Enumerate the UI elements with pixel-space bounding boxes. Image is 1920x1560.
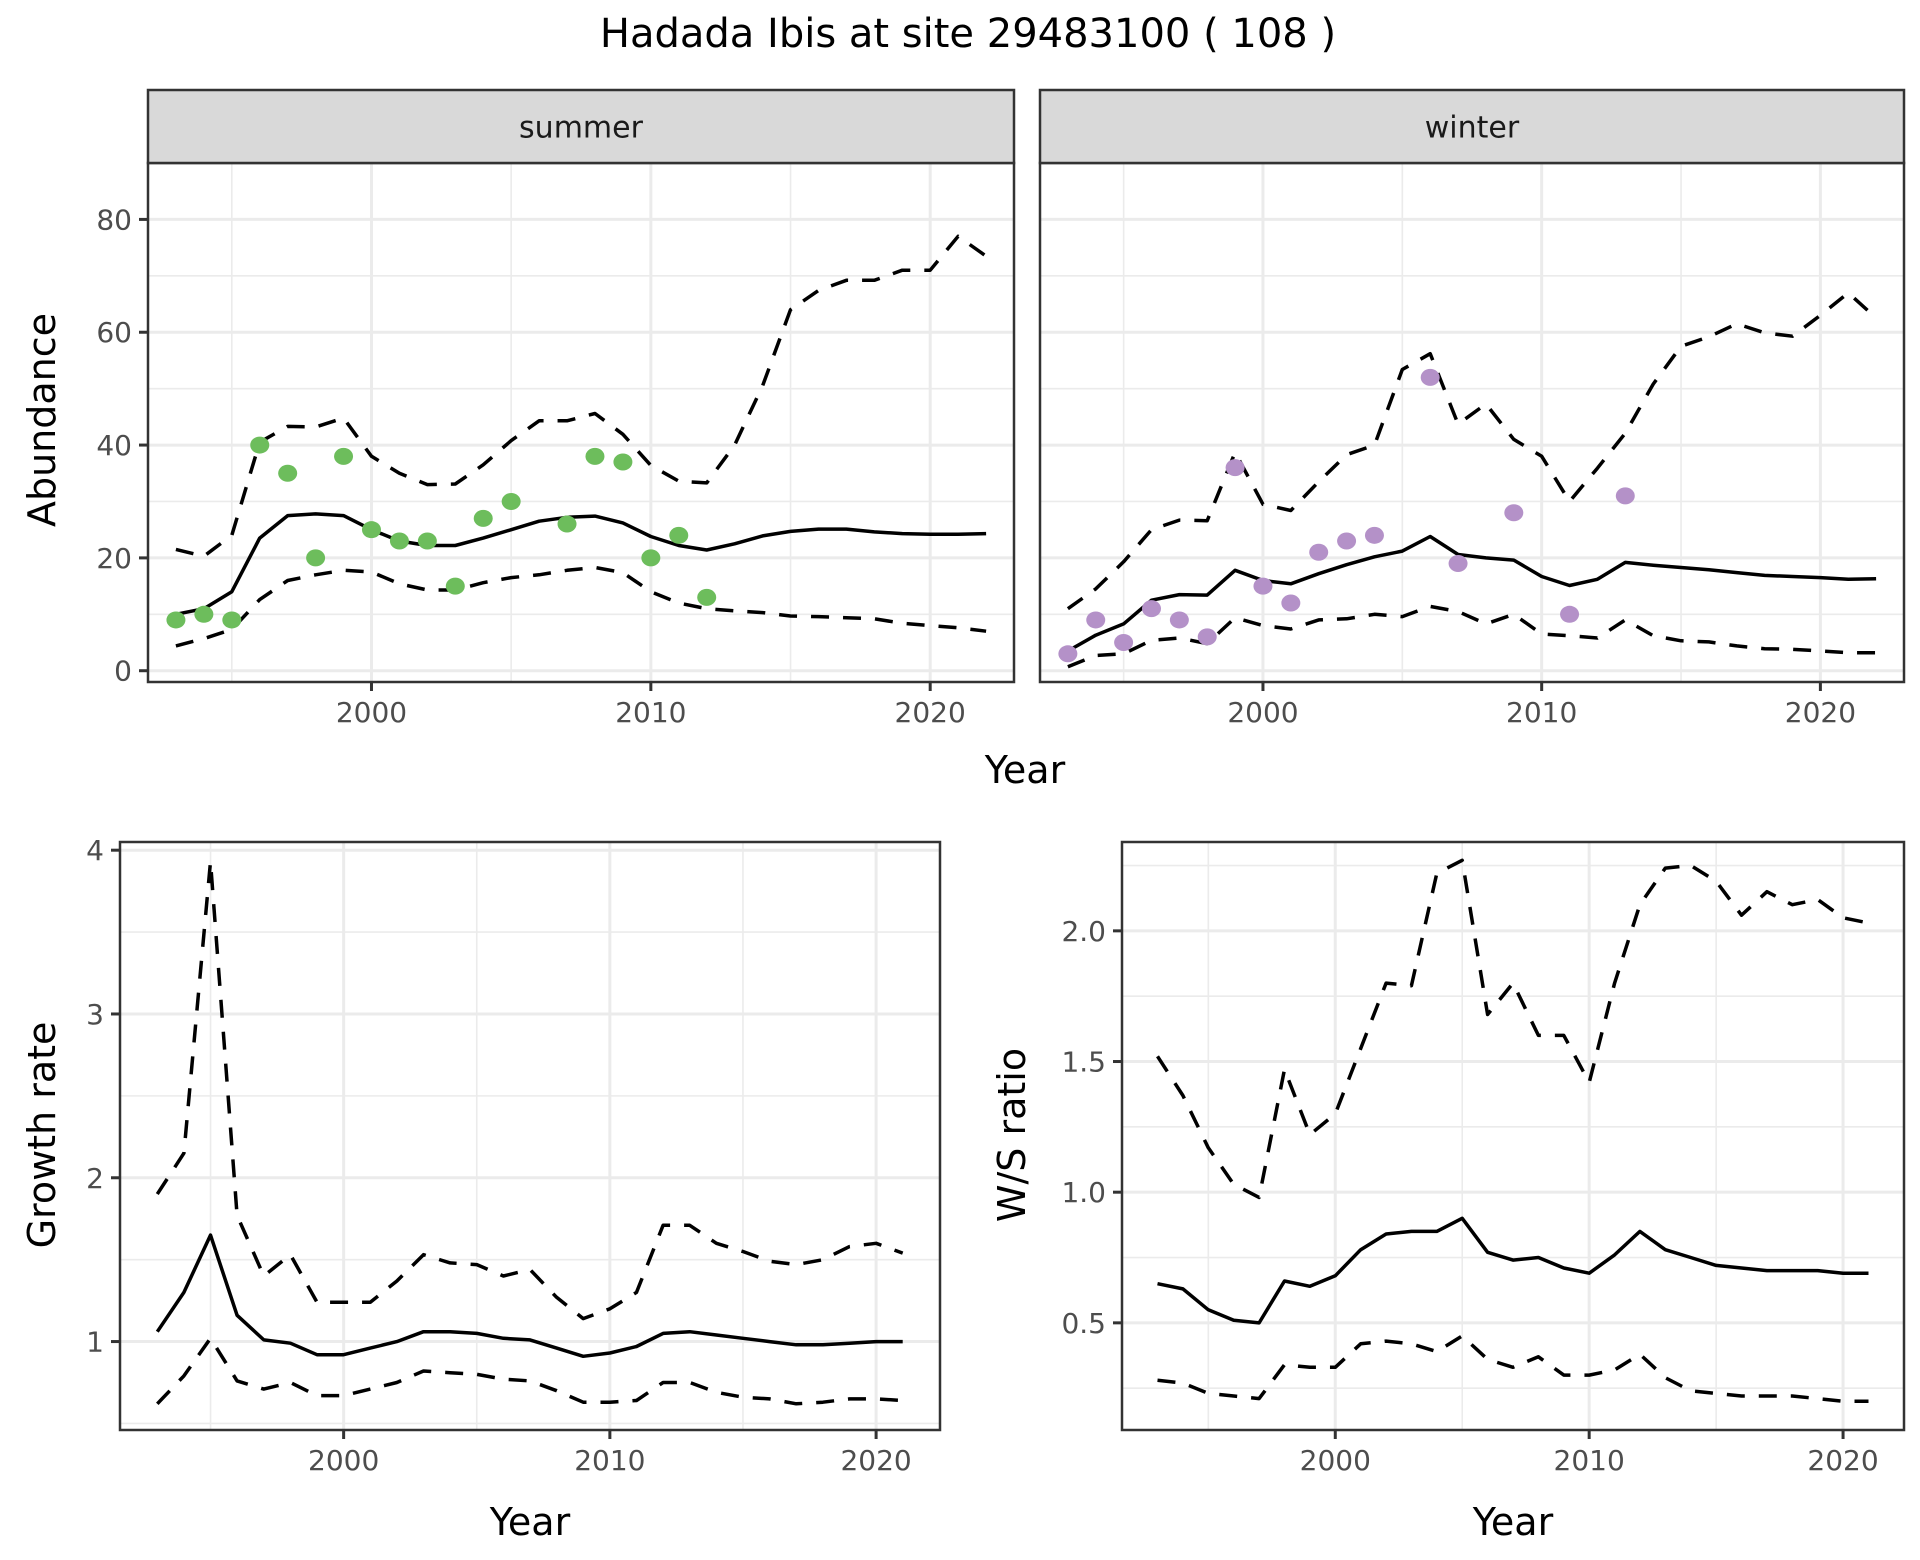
series-line-mean: [1157, 1216, 1869, 1325]
plot-background: [1122, 842, 1904, 1430]
observed-point: [1615, 487, 1635, 505]
observed-point: [501, 492, 521, 510]
observed-point: [389, 532, 409, 550]
panel-ws_ratio: 2000 2010 2020 0.5 1.0 1.5 2.0: [1061, 840, 1906, 1477]
growth-y-axis-title: Growth rate: [20, 1022, 64, 1249]
y-tick-label: 80: [96, 203, 132, 236]
facet-strip: [146, 88, 1016, 165]
x-tick-label: 2020: [895, 696, 966, 729]
series-line-mean: [1067, 534, 1877, 653]
observed-point: [1197, 628, 1217, 646]
observed-point: [166, 611, 186, 629]
facet-label: summer: [519, 111, 644, 146]
observed-point: [194, 605, 214, 623]
x-tick-label: 2010: [1554, 1444, 1625, 1477]
series-line-upper: [1066, 291, 1878, 611]
observed-point: [250, 436, 270, 454]
y-tick-label: 2: [86, 1162, 104, 1195]
y-tick-label: 2.0: [1061, 915, 1106, 948]
panel-growth: 2000 2010 2020 1 2 3 4: [86, 834, 942, 1477]
top-y-axis-title: Abundance: [20, 313, 64, 527]
observed-point: [473, 509, 493, 527]
observed-point: [1253, 577, 1273, 595]
x-tick-label: 2000: [1227, 696, 1298, 729]
panels: summer 2000 2010 2020 0 20 40 60 80 winter 2000 201…: [86, 88, 1906, 1477]
observed-point: [1504, 504, 1524, 522]
observed-point: [306, 549, 326, 567]
y-tick-label: 40: [96, 429, 132, 462]
series-line-mean: [175, 512, 987, 617]
observed-point: [1114, 634, 1134, 652]
x-tick-label: 2010: [574, 1444, 645, 1477]
observed-point: [1086, 611, 1106, 629]
x-tick-label: 2020: [840, 1444, 911, 1477]
panel-winter: winter 2000 2010 2020: [1038, 88, 1906, 729]
observed-point: [1281, 594, 1301, 612]
series-line-upper: [1156, 858, 1869, 1200]
series-line-lower: [175, 565, 987, 648]
observed-point: [1058, 645, 1078, 663]
observed-point: [697, 588, 717, 606]
x-tick-label: 2000: [308, 1444, 379, 1477]
y-tick-label: 0: [114, 655, 132, 688]
y-tick-label: 1.5: [1061, 1046, 1106, 1079]
y-tick-label: 1.0: [1061, 1176, 1106, 1209]
ws-x-axis-title: Year: [1472, 1500, 1554, 1544]
observed-point: [1560, 605, 1580, 623]
observed-point: [1309, 543, 1329, 561]
observed-point: [1225, 459, 1245, 477]
observed-point: [1364, 526, 1384, 544]
panel-summer: summer 2000 2010 2020 0 20 40 60 80: [96, 88, 1016, 729]
x-tick-label: 2000: [336, 696, 407, 729]
growth-x-axis-title: Year: [489, 1500, 571, 1544]
y-tick-label: 1: [86, 1326, 104, 1359]
observed-point: [1169, 611, 1189, 629]
observed-point: [669, 526, 689, 544]
x-tick-label: 2020: [1785, 696, 1856, 729]
y-tick-label: 4: [86, 834, 104, 867]
observed-point: [222, 611, 242, 629]
plot-background: [148, 163, 1014, 682]
observed-point: [334, 447, 354, 465]
observed-point: [361, 521, 381, 539]
observed-point: [1420, 368, 1440, 386]
observed-point: [1337, 532, 1357, 550]
panel-border: [1120, 840, 1906, 1432]
observed-point: [445, 577, 465, 595]
observed-point: [585, 447, 605, 465]
facet-label: winter: [1425, 111, 1520, 146]
y-tick-label: 3: [86, 998, 104, 1031]
observed-point: [1448, 555, 1468, 573]
y-tick-label: 0.5: [1061, 1307, 1106, 1340]
plot-background: [1040, 163, 1904, 682]
observed-point: [1141, 600, 1161, 618]
x-tick-label: 2020: [1807, 1444, 1878, 1477]
series-line-mean: [155, 1233, 903, 1359]
observed-point: [557, 515, 577, 533]
y-tick-label: 20: [96, 542, 132, 575]
x-tick-label: 2000: [1300, 1444, 1371, 1477]
x-tick-label: 2010: [1506, 696, 1577, 729]
series-line-lower: [1157, 1334, 1869, 1404]
facet-strip: [1038, 88, 1906, 165]
observed-point: [278, 464, 298, 482]
x-tick-label: 2010: [615, 696, 686, 729]
panel-border: [118, 840, 942, 1432]
ws-y-axis-title: W/S ratio: [990, 1048, 1034, 1222]
observed-point: [641, 549, 661, 567]
observed-point: [613, 453, 633, 471]
y-tick-label: 60: [96, 316, 132, 349]
top-x-axis-title: Year: [984, 748, 1066, 792]
series-line-upper: [155, 859, 904, 1321]
observed-point: [417, 532, 437, 550]
chart-title: Hadada Ibis at site 29483100 ( 108 ): [600, 11, 1336, 57]
